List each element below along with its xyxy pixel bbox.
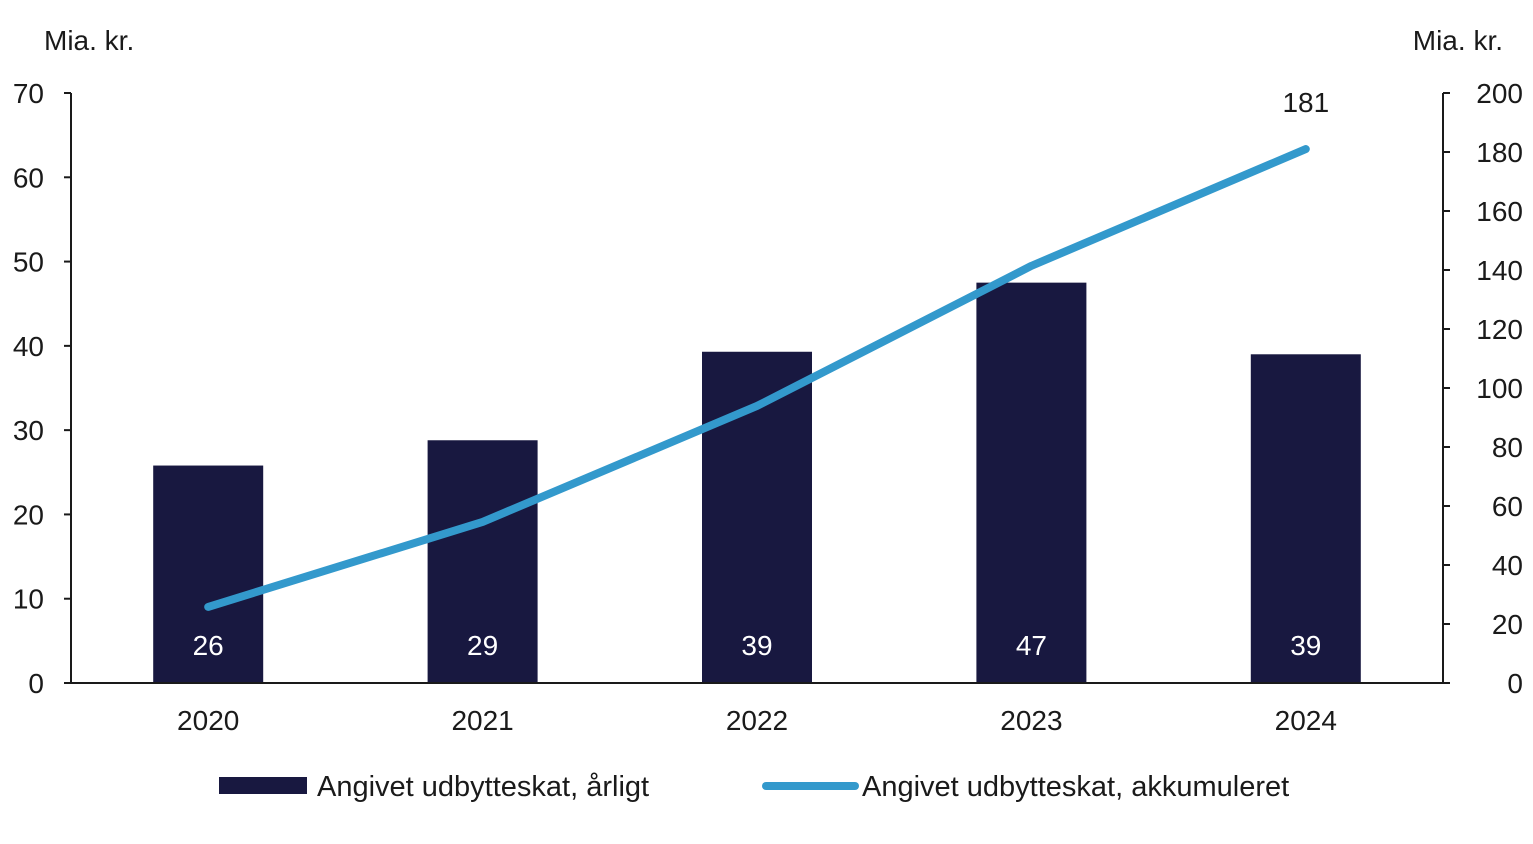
- line-series: 181: [204, 87, 1329, 611]
- bar: [1250, 354, 1361, 683]
- left-axis: 0 10 20 30 40 50 60 70: [13, 78, 72, 699]
- left-axis-tick-label: 20: [13, 499, 44, 530]
- bar-value-label: 47: [1016, 630, 1047, 661]
- x-axis: 2020 2021 2022 2023 2024: [71, 682, 1443, 736]
- left-axis-tick-label: 50: [13, 247, 44, 278]
- right-axis-tick-label: 160: [1476, 196, 1523, 227]
- right-axis-tick-label: 100: [1476, 373, 1523, 404]
- bar-value-label: 29: [467, 630, 498, 661]
- left-axis-tick-label: 70: [13, 78, 44, 109]
- left-axis-tick-label: 60: [13, 162, 44, 193]
- right-axis-tick-label: 140: [1476, 255, 1523, 286]
- line-end-label: 181: [1282, 87, 1329, 118]
- right-axis-tick-label: 60: [1492, 491, 1523, 522]
- right-axis-tick-label: 200: [1476, 78, 1523, 109]
- bar-series: 26 29 39 47 39: [153, 282, 1361, 683]
- bar-value-label: 26: [193, 630, 224, 661]
- legend-label-line: Angivet udbytteskat, akkumuleret: [862, 771, 1289, 803]
- x-axis-tick-label: 2021: [451, 705, 513, 736]
- right-axis-tick-label: 80: [1492, 432, 1523, 463]
- legend-swatch-bar: [219, 777, 307, 794]
- right-axis-tick-label: 0: [1507, 668, 1523, 699]
- x-axis-tick-label: 2022: [726, 705, 788, 736]
- bar: [976, 282, 1087, 683]
- left-axis-tick-label: 10: [13, 584, 44, 615]
- left-axis-tick-label: 30: [13, 415, 44, 446]
- bar: [153, 465, 264, 683]
- right-axis-tick-label: 180: [1476, 137, 1523, 168]
- left-axis-tick-label: 0: [28, 668, 44, 699]
- right-axis-tick-label: 120: [1476, 314, 1523, 345]
- left-axis-tick-label: 40: [13, 331, 44, 362]
- right-axis-tick-label: 20: [1492, 609, 1523, 640]
- bar-value-label: 39: [741, 630, 772, 661]
- x-axis-tick-label: 2024: [1275, 705, 1337, 736]
- bar: [427, 440, 538, 683]
- x-axis-tick-label: 2023: [1000, 705, 1062, 736]
- legend: Angivet udbytteskat, årligt Angivet udby…: [219, 771, 1289, 803]
- right-axis-unit: Mia. kr.: [1413, 25, 1503, 56]
- legend-label-bar: Angivet udbytteskat, årligt: [317, 771, 649, 803]
- right-axis: 0 20 40 60 80 100 120 140 160 180 200: [1442, 78, 1523, 699]
- left-axis-unit: Mia. kr.: [44, 25, 134, 56]
- x-axis-tick-label: 2020: [177, 705, 239, 736]
- right-axis-tick-label: 40: [1492, 550, 1523, 581]
- bar-value-label: 39: [1290, 630, 1321, 661]
